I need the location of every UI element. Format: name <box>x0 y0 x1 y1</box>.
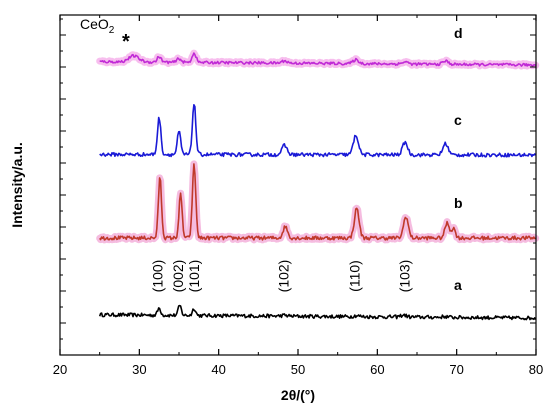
annotation-layer: CeO2 * <box>80 16 130 53</box>
ceo2-annotation: CeO2 <box>80 16 115 36</box>
peak-label: (100) <box>150 260 166 293</box>
x-tick-label: 50 <box>291 362 305 377</box>
series-a-line <box>98 304 537 321</box>
peak-label: (102) <box>276 260 292 293</box>
y-axis-title: Intensity/a.u. <box>9 142 25 228</box>
halo-layer <box>96 49 540 244</box>
x-tick-label: 20 <box>53 362 67 377</box>
x-tick-label: 30 <box>132 362 146 377</box>
series-c-line <box>99 104 537 158</box>
peak-label: (002) <box>170 260 186 293</box>
series-d-line <box>99 52 536 67</box>
x-tick-label: 80 <box>529 362 543 377</box>
series-d-label: d <box>454 25 463 41</box>
series-b-line <box>99 163 536 241</box>
peak-label: (103) <box>396 260 412 293</box>
series-b-label: b <box>454 195 463 211</box>
peak-label: (110) <box>346 260 362 292</box>
x-tick-label: 60 <box>370 362 384 377</box>
impurity-marker: * <box>122 31 130 53</box>
x-tick-label: 40 <box>211 362 225 377</box>
tick-layer: 20 30 40 50 60 70 80 <box>53 15 543 377</box>
series-b-halo <box>96 160 540 244</box>
peak-label: (101) <box>186 260 202 293</box>
series-layer <box>98 52 537 321</box>
label-layer: a b c d (100) (002) (101) (102) (110) (103) <box>150 25 463 293</box>
series-a-label: a <box>454 277 462 293</box>
series-c-label: c <box>454 112 462 128</box>
x-axis-title: 2θ/(°) <box>281 387 315 403</box>
x-tick-label: 70 <box>449 362 463 377</box>
